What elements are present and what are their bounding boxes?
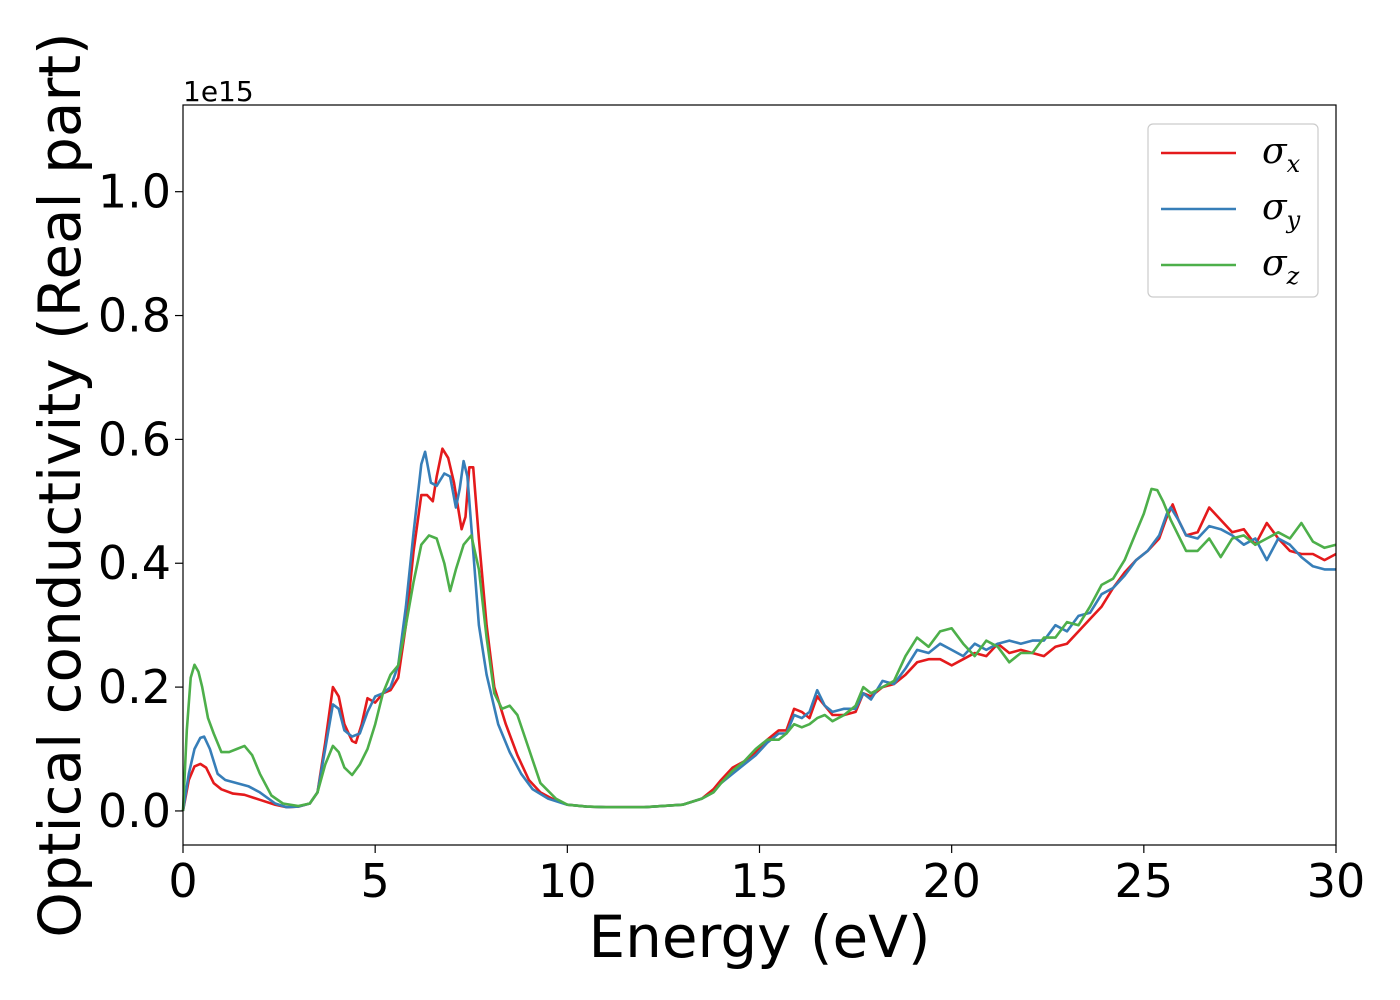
- y-tick-label: 0.2: [98, 660, 171, 714]
- legend-label-y: σy: [1262, 187, 1301, 234]
- y-tick-label: 0.4: [98, 536, 171, 590]
- y-tick-label: 0.8: [98, 289, 171, 343]
- series-line-y: [181, 450, 1336, 812]
- x-tick-label: 15: [730, 854, 789, 908]
- x-tick-label: 5: [361, 854, 390, 908]
- x-tick-label: 0: [168, 854, 197, 908]
- legend-label-z: σz: [1262, 243, 1300, 290]
- x-axis: 0 5 10 15 20 25 30: [168, 845, 1365, 908]
- y-axis-title: Optical conductivity (Real part): [26, 32, 94, 937]
- legend-box: [1147, 123, 1319, 298]
- legend: σx σy σz: [1147, 123, 1319, 298]
- x-axis-title: Energy (eV): [588, 903, 930, 971]
- y-tick-label: 1.0: [98, 165, 171, 219]
- series-line-z: [181, 487, 1337, 811]
- x-tick-label: 10: [538, 854, 597, 908]
- y-axis: 0.0 0.2 0.4 0.6 0.8 1.0: [98, 165, 183, 838]
- x-tick-label: 30: [1307, 854, 1366, 908]
- y-tick-label: 0.6: [98, 412, 171, 466]
- series-layer: [181, 447, 1337, 812]
- y-tick-label: 0.0: [98, 784, 171, 838]
- legend-label-x: σx: [1262, 131, 1301, 178]
- x-tick-label: 25: [1115, 854, 1174, 908]
- x-tick-label: 20: [922, 854, 981, 908]
- y-offset-text: 1e15: [183, 75, 254, 108]
